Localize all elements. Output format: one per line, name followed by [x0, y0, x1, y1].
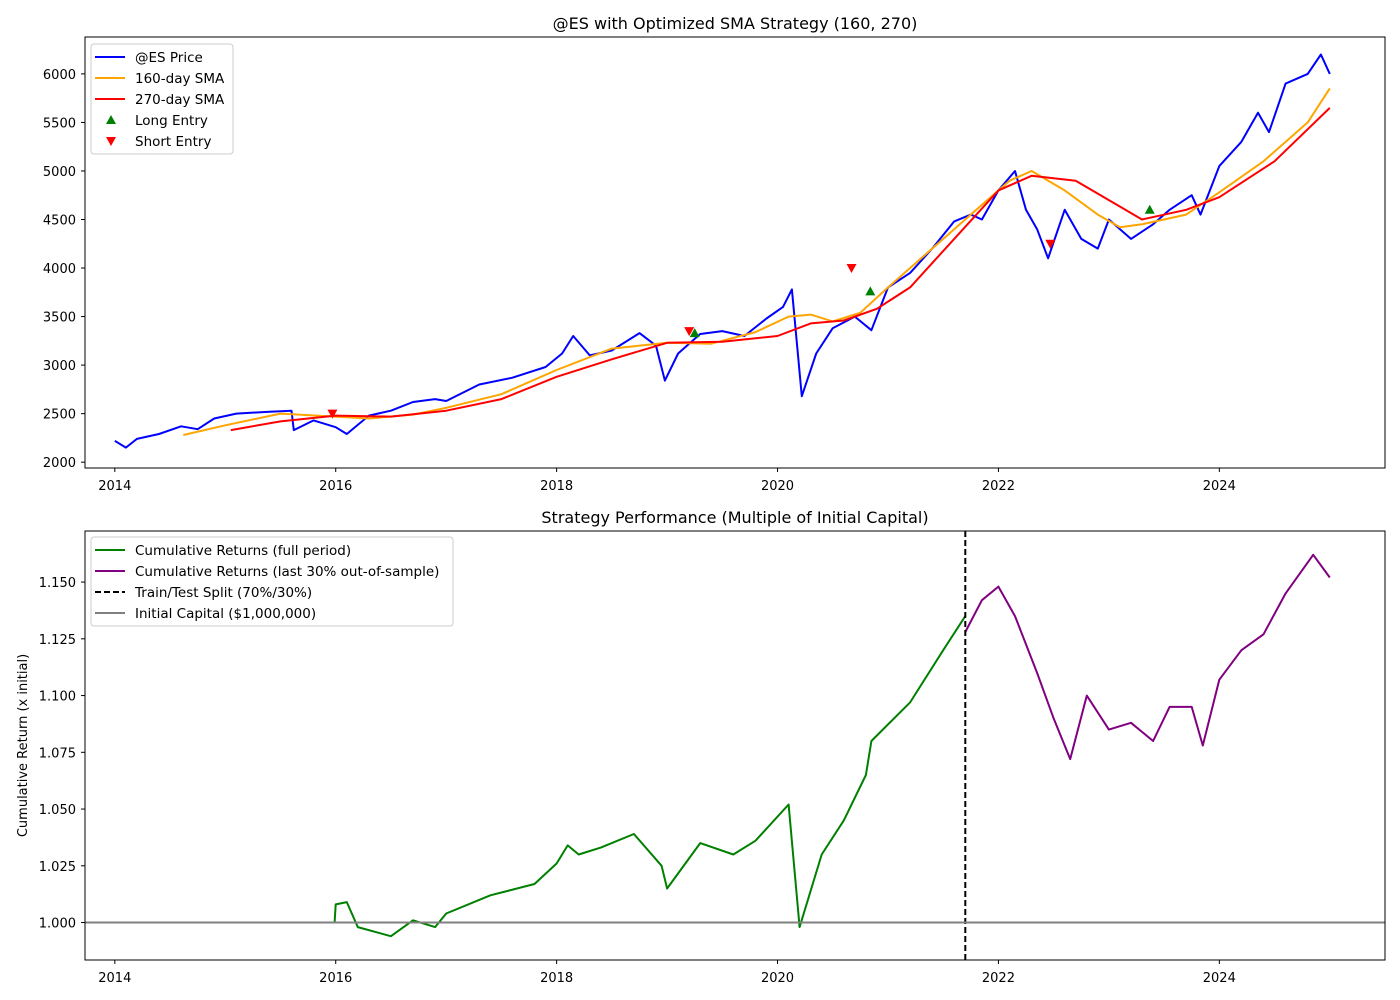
x-tick-label: 2016 [319, 479, 352, 494]
legend-label: 160-day SMA [135, 71, 225, 87]
x-tick-label: 2024 [1203, 971, 1236, 986]
legend-label: Initial Capital ($1,000,000) [135, 606, 316, 622]
270-day-sma-line [230, 107, 1331, 432]
legend-marker [106, 137, 116, 146]
y-tick-label: 4000 [43, 262, 76, 277]
y-tick-label: 5000 [43, 165, 76, 180]
x-tick-label: 2020 [761, 971, 794, 986]
legend-label: Long Entry [135, 113, 208, 129]
chart-title: @ES with Optimized SMA Strategy (160, 27… [553, 14, 918, 33]
y-tick-label: 3500 [43, 311, 76, 326]
y-tick-label: 1.125 [39, 633, 76, 648]
y-tick-label: 4500 [43, 213, 76, 228]
x-tick-label: 2022 [982, 479, 1015, 494]
legend: @ES Price 160-day SMA 270-day SMA Long Entr… [90, 43, 234, 155]
short-entry-marker [327, 409, 338, 419]
y-tick-label: 1.025 [39, 860, 76, 875]
short-entry-marker [846, 264, 857, 274]
y-tick-label: 5500 [43, 116, 76, 131]
y-tick-label: 2000 [43, 456, 76, 471]
y-tick-label: 1.075 [39, 746, 76, 761]
legend-label: 270-day SMA [135, 92, 225, 108]
long-entry-marker [865, 286, 876, 296]
y-tick-label: 3000 [43, 359, 76, 374]
legend-label: Cumulative Returns (full period) [135, 543, 351, 559]
x-tick-label: 2014 [98, 479, 131, 494]
es-price-line [114, 53, 1331, 449]
legend-label: Train/Test Split (70%/30%) [134, 585, 312, 601]
y-tick-label: 1.150 [39, 576, 76, 591]
chart-title: Strategy Performance (Multiple of Initia… [541, 508, 928, 527]
long-entry-marker [1144, 204, 1155, 214]
legend-label: Short Entry [135, 134, 211, 150]
legend: Cumulative Returns (full period) Cumulati… [90, 536, 454, 627]
y-tick-label: 1.050 [39, 803, 76, 818]
short-entry-marker [684, 327, 695, 337]
long-entry-marker [689, 328, 700, 338]
axes-frame [84, 530, 1386, 961]
x-tick-label: 2014 [98, 971, 131, 986]
y-tick-label: 6000 [43, 68, 76, 83]
x-tick-label: 2022 [982, 971, 1015, 986]
cumulative-returns-last-30-out-of-sample-line [964, 553, 1331, 761]
legend-box [90, 43, 234, 155]
x-tick-label: 2020 [761, 479, 794, 494]
legend-label: Cumulative Returns (last 30% out-of-samp… [135, 564, 439, 580]
y-tick-label: 2500 [43, 408, 76, 423]
axes-frame [84, 36, 1386, 469]
short-entry-marker [1045, 239, 1056, 249]
legend-box [90, 536, 454, 627]
x-tick-label: 2024 [1203, 479, 1236, 494]
cumulative-returns-full-period-line [114, 615, 967, 938]
x-tick-label: 2018 [540, 971, 573, 986]
x-tick-label: 2016 [319, 971, 352, 986]
y-axis-label: Cumulative Return (x initial) [16, 654, 31, 837]
legend-marker [106, 115, 116, 124]
y-tick-label: 1.000 [39, 917, 76, 932]
legend-label: @ES Price [135, 50, 203, 66]
y-tick-label: 1.100 [39, 690, 76, 705]
performance-chart-panel: Strategy Performance (Multiple of Initia… [16, 508, 1386, 986]
x-tick-label: 2018 [540, 479, 573, 494]
price-chart-panel: @ES with Optimized SMA Strategy (160, 27… [43, 14, 1386, 494]
